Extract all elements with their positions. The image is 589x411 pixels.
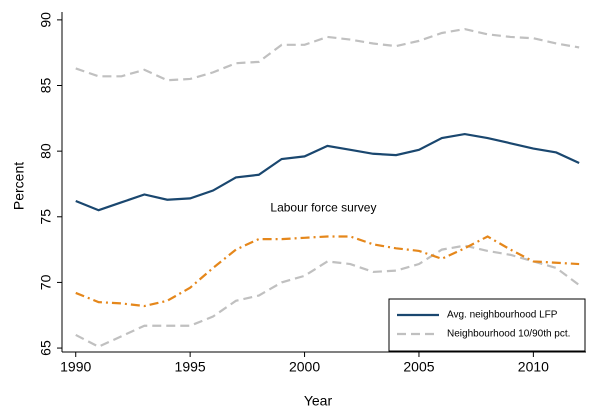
legend-box	[388, 298, 586, 352]
x-tick-label: 2000	[289, 359, 320, 375]
series-line	[75, 132, 580, 212]
legend-label: Neighbourhood 10/90th pct.	[447, 329, 570, 340]
y-tick-label: 90	[38, 12, 54, 28]
y-tick-label: 85	[38, 78, 54, 94]
x-tick-label: 2010	[518, 359, 549, 375]
band-upper-line	[75, 27, 580, 82]
y-tick-label: 75	[38, 209, 54, 225]
y-tick-label: 80	[38, 143, 54, 159]
y-tick-label: 70	[38, 274, 54, 290]
x-tick-label: 2005	[403, 359, 434, 375]
annotation: Labour force survey	[270, 201, 376, 215]
x-tick-label: 1990	[60, 359, 91, 375]
y-axis-label: Percent	[11, 162, 27, 210]
x-tick-label: 1995	[175, 359, 206, 375]
y-tick-label: 65	[38, 340, 54, 356]
band-lower-line	[75, 244, 580, 348]
legend-label: Avg. neighbourhood LFP	[447, 310, 558, 321]
x-axis-label: Year	[304, 393, 333, 409]
annotated-line	[75, 235, 580, 308]
